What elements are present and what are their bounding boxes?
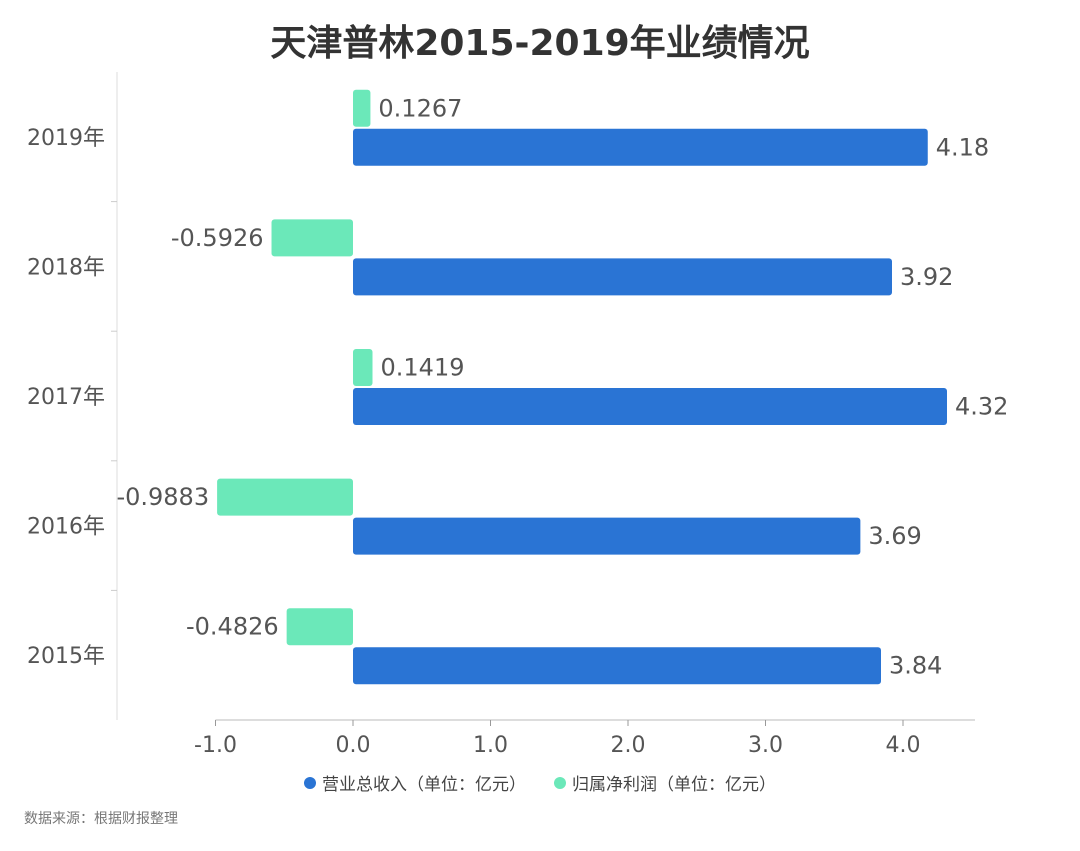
x-tick-label: 4.0 [886,733,921,758]
bar-net-profit[interactable] [271,219,353,257]
data-label-net-profit: -0.5926 [171,224,264,252]
legend: 营业总收入（单位：亿元） 归属净利润（单位：亿元） [0,770,1080,795]
bar-net-profit[interactable] [353,89,371,127]
source-note: 数据来源：根据财报整理 [24,811,178,827]
data-label-net-profit: -0.4826 [186,613,279,641]
legend-swatch-revenue [304,776,316,789]
legend-label-revenue: 营业总收入（单位：亿元） [322,775,526,795]
data-label-net-profit: 0.1267 [378,94,462,122]
legend-item-net-profit[interactable]: 归属净利润（单位：亿元） [554,770,776,795]
data-label-net-profit: -0.9883 [116,483,209,511]
bar-revenue[interactable] [353,258,892,296]
x-tick-label: 2.0 [611,733,646,758]
data-label-revenue: 4.32 [955,393,1008,421]
bar-revenue[interactable] [353,128,928,166]
y-category-label: 2019年 [27,126,105,151]
data-label-revenue: 3.69 [868,522,921,550]
chart-title: 天津普林2015-2019年业绩情况 [270,23,810,64]
x-tick-label: 3.0 [748,733,783,758]
y-category-label: 2015年 [27,644,105,669]
bar-revenue[interactable] [353,517,861,555]
x-tick-label: -1.0 [194,733,237,758]
y-category-label: 2018年 [27,255,105,280]
x-tick-label: 1.0 [473,733,508,758]
bar-net-profit[interactable] [353,349,373,386]
data-label-net-profit: 0.1419 [381,354,465,382]
y-category-label: 2016年 [27,515,105,540]
legend-label-net-profit: 归属净利润（单位：亿元） [572,775,776,795]
bar-net-profit[interactable] [217,478,353,516]
legend-swatch-net-profit [554,776,566,789]
bar-net-profit[interactable] [286,608,353,646]
bar-revenue[interactable] [353,388,947,425]
legend-item-revenue[interactable]: 营业总收入（单位：亿元） [304,770,526,795]
bar-revenue[interactable] [353,647,881,685]
data-label-revenue: 3.84 [889,652,942,680]
y-category-label: 2017年 [27,385,105,410]
x-tick-label: 0.0 [336,733,371,758]
data-label-revenue: 4.18 [936,133,989,161]
data-label-revenue: 3.92 [900,263,953,291]
